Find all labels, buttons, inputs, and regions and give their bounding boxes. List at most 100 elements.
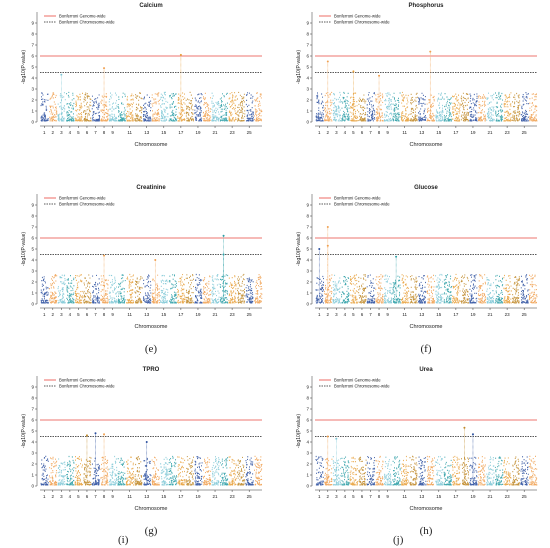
snp-cloud-chr21	[486, 277, 495, 304]
snp-cloud-chr12	[134, 456, 143, 486]
x-tick-label: 23	[230, 312, 236, 317]
peak-point	[378, 74, 381, 77]
snp-cloud-chr6	[83, 274, 92, 304]
y-tick-label: 6	[306, 418, 309, 423]
snp-cloud-chr20	[202, 275, 212, 304]
snp-cloud-chr16	[443, 456, 452, 486]
snp-cloud-chr2	[324, 91, 333, 122]
legend-chromosome-wide-label: Bonferroni Chromosome-wide	[59, 20, 115, 25]
x-tick-label: 7	[369, 494, 372, 499]
x-tick-label: 11	[402, 130, 407, 135]
snp-cloud-chr2	[324, 458, 333, 486]
snp-cloud-chr25	[245, 456, 254, 486]
x-tick-label: 19	[470, 312, 476, 317]
y-tick-label: 8	[306, 214, 309, 219]
snp-cloud-chr3	[57, 92, 66, 122]
x-tick-label: 19	[195, 130, 201, 135]
x-tick-label: 6	[361, 312, 364, 317]
y-tick-label: 4	[306, 258, 309, 263]
snp-cloud-chr22	[219, 457, 229, 486]
x-tick-label: 17	[453, 130, 459, 135]
peak-point	[103, 67, 106, 70]
snp-cloud-chr1	[315, 275, 324, 304]
y-tick-label: 1	[31, 473, 34, 478]
x-tick-label: 15	[161, 130, 167, 135]
x-tick-label: 13	[144, 494, 150, 499]
snp-cloud-chr14	[426, 94, 435, 122]
snp-cloud-chr3	[57, 458, 66, 486]
y-tick-label: 2	[306, 462, 309, 467]
snp-cloud-chr19	[469, 93, 478, 122]
x-tick-label: 13	[419, 312, 425, 317]
manhattan-plot-calcium: Calcium Bonferroni Genome-wideBonferroni …	[21, 3, 263, 148]
snp-cloud-chr19	[194, 92, 203, 122]
x-tick-label: 17	[453, 494, 459, 499]
snp-cloud-chr15	[435, 92, 444, 122]
x-tick-label: 21	[488, 130, 494, 135]
x-tick-label: 25	[247, 130, 253, 135]
legend-genome-wide-label: Bonferroni Genome-wide	[334, 196, 381, 201]
x-axis-label: Chromosome	[134, 142, 167, 148]
peak-point	[463, 426, 466, 429]
chart-title: Urea	[419, 367, 433, 373]
y-tick-label: 8	[306, 32, 309, 37]
x-tick-label: 5	[77, 130, 80, 135]
snp-cloud-chr16	[443, 93, 452, 122]
snp-cloud-chr14	[426, 455, 435, 486]
x-axis-label: Chromosome	[409, 324, 442, 330]
snp-cloud-chr15	[435, 273, 444, 304]
x-tick-label: 3	[335, 130, 338, 135]
snp-cloud-chr18	[460, 92, 470, 122]
snp-cloud-chr10	[117, 92, 126, 122]
y-tick-label: 8	[31, 214, 34, 219]
x-tick-label: 25	[522, 130, 528, 135]
snp-cloud-chr1	[40, 455, 49, 486]
chart-title: Phosphorus	[408, 3, 444, 9]
snp-cloud-chr17	[452, 93, 461, 122]
y-tick-label: 7	[306, 407, 309, 412]
snp-cloud-chr11	[125, 456, 135, 486]
legend-chromosome-wide-label: Bonferroni Chromosome-wide	[334, 384, 390, 389]
x-tick-label: 11	[402, 494, 407, 499]
snp-cloud-chr23	[503, 92, 512, 122]
y-axis-label: -log10(P-value)	[21, 232, 27, 267]
snp-cloud-chr23	[228, 91, 237, 122]
y-tick-label: 0	[31, 302, 34, 307]
x-tick-label: 19	[195, 494, 201, 499]
snp-cloud-chr8	[375, 455, 384, 486]
snp-cloud-chr26	[529, 455, 538, 486]
x-tick-label: 13	[419, 494, 425, 499]
x-tick-label: 23	[505, 312, 511, 317]
y-tick-label: 5	[306, 429, 309, 434]
y-tick-label: 0	[31, 120, 34, 125]
x-tick-label: 6	[361, 494, 364, 499]
y-axis-label: -log10(P-value)	[296, 50, 302, 85]
y-tick-label: 8	[306, 396, 309, 401]
y-tick-label: 7	[306, 225, 309, 230]
snp-cloud-chr10	[392, 456, 401, 486]
snp-cloud-chr1	[40, 92, 49, 122]
snp-cloud-chr24	[236, 456, 246, 486]
x-axis-label: Chromosome	[134, 324, 167, 330]
legend-genome-wide-label: Bonferroni Genome-wide	[59, 14, 106, 19]
snp-cloud-chr7	[91, 94, 101, 122]
x-tick-label: 7	[369, 312, 372, 317]
y-tick-label: 6	[31, 418, 34, 423]
manhattan-plot-creatinine: Creatinine Bonferroni Genome-wideBonferro…	[21, 185, 263, 355]
snp-cloud-chr16	[168, 455, 178, 486]
snp-cloud-chr11	[400, 455, 410, 486]
x-tick-label: 17	[178, 130, 184, 135]
snp-cloud-chr25	[520, 92, 529, 122]
y-tick-label: 2	[31, 280, 34, 285]
legend-genome-wide-label: Bonferroni Genome-wide	[59, 196, 106, 201]
x-tick-label: 5	[352, 130, 355, 135]
chart-title: TPRO	[143, 367, 160, 373]
x-tick-label: 6	[86, 130, 89, 135]
x-tick-label: 2	[327, 494, 330, 499]
snp-cloud-chr15	[435, 456, 444, 486]
snp-cloud-chr7	[366, 455, 376, 486]
snp-cloud-chr18	[185, 274, 194, 304]
y-tick-label: 3	[31, 451, 34, 456]
